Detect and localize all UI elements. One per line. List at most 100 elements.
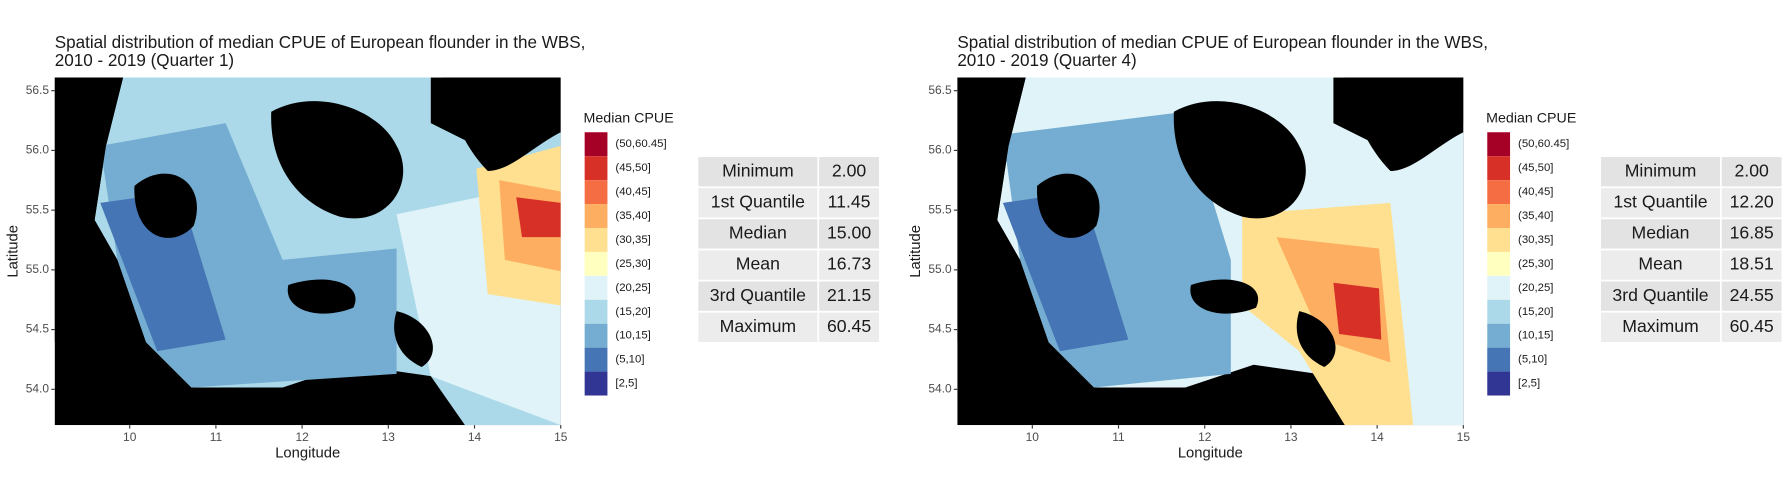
legend-label: (35,40] (1518, 210, 1553, 222)
y-tick-label: 54.0 (26, 381, 50, 395)
table-label: Median (1632, 223, 1690, 243)
legend-label: (45,50] (615, 162, 650, 174)
table-value: 60.45 (827, 316, 871, 336)
table-label: Mean (1638, 254, 1682, 274)
table-cell (1599, 279, 1722, 313)
legend-label: (40,45] (615, 186, 650, 198)
legend-label: (45,50] (1518, 162, 1553, 174)
x-tick-label: 14 (1370, 430, 1384, 444)
legend-swatch (584, 204, 608, 228)
table-value: 12.20 (1730, 192, 1774, 212)
table-cell (817, 186, 881, 220)
legend-label: (5,10] (615, 354, 644, 366)
table-value: 60.45 (1730, 316, 1774, 336)
legend-swatch (584, 347, 608, 372)
x-tick-label: 10 (123, 430, 137, 444)
table-cell (1599, 155, 1722, 189)
y-tick-label: 54.5 (928, 322, 952, 336)
table-cell (1599, 310, 1722, 344)
x-tick-label: 14 (468, 430, 482, 444)
table-cell (817, 248, 881, 282)
y-tick-label: 55.5 (928, 202, 952, 216)
x-tick-label: 12 (1198, 430, 1212, 444)
y-tick-label: 56.0 (26, 143, 50, 157)
table-value: 18.51 (1730, 254, 1774, 274)
legend-swatch (584, 156, 608, 181)
legend-label: [2,5] (1518, 378, 1540, 390)
table-cell (817, 310, 881, 344)
legend-label: (20,25] (615, 282, 650, 294)
legend-swatch (1487, 132, 1511, 157)
table-value: 15.00 (827, 223, 871, 243)
chart-title: Spatial distribution of median CPUE of E… (957, 33, 1488, 52)
y-tick-label: 55.0 (928, 262, 952, 276)
legend-swatch (1487, 323, 1511, 348)
table-cell (1720, 279, 1784, 313)
table-label: 3rd Quantile (710, 285, 806, 305)
legend-swatch (1487, 180, 1511, 205)
table-cell (1720, 217, 1784, 251)
table-value: 21.15 (827, 285, 871, 305)
x-tick-label: 11 (210, 430, 223, 444)
legend-label: (15,20] (615, 306, 650, 318)
table-label: Maximum (720, 316, 797, 336)
legend-swatch (1487, 156, 1511, 181)
legend-swatch (1487, 251, 1511, 276)
legend-swatch (1487, 347, 1511, 372)
chart-title: Spatial distribution of median CPUE of E… (55, 33, 586, 52)
legend-swatch (584, 132, 608, 157)
chart-title: 2010 - 2019 (Quarter 4) (957, 51, 1136, 70)
x-axis-title: Longitude (275, 446, 340, 462)
table-label: 1st Quantile (711, 192, 805, 212)
map-area (957, 77, 1464, 426)
table-value: 11.45 (828, 192, 871, 212)
legend-swatch (1487, 371, 1511, 396)
table-value: 16.85 (1730, 223, 1774, 243)
y-tick-label: 56.0 (928, 143, 952, 157)
table-cell (817, 217, 881, 251)
legend-title: Median CPUE (584, 110, 674, 126)
table-label: Median (729, 223, 787, 243)
table-label: Minimum (1625, 160, 1697, 180)
legend-label: (30,35] (615, 234, 650, 246)
legend-label: (10,15] (1518, 330, 1553, 342)
legend-swatch (584, 180, 608, 205)
legend-label: (20,25] (1518, 282, 1553, 294)
table-value: 16.73 (827, 254, 871, 274)
legend-label: (30,35] (1518, 234, 1553, 246)
legend-swatch (1487, 275, 1511, 300)
table-cell (1720, 248, 1784, 282)
legend-label: (35,40] (615, 210, 650, 222)
legend-label: (50,60.45] (615, 138, 666, 150)
y-tick-label: 55.5 (26, 202, 50, 216)
x-tick-label: 13 (382, 430, 396, 444)
y-tick-label: 54.5 (26, 322, 50, 336)
legend-swatch (1487, 204, 1511, 228)
legend-label: [2,5] (615, 378, 637, 390)
legend-label: (40,45] (1518, 186, 1553, 198)
legend-swatch (584, 371, 608, 396)
legend-swatch (584, 227, 608, 252)
x-tick-label: 10 (1026, 430, 1040, 444)
legend-swatch (1487, 299, 1511, 324)
y-axis-title: Latitude (908, 225, 924, 278)
x-axis-title: Longitude (1178, 446, 1243, 462)
legend-label: (50,60.45] (1518, 138, 1569, 150)
table-cell (1720, 186, 1784, 220)
legend-label: (25,30] (1518, 258, 1553, 270)
map-area (54, 77, 561, 426)
legend-swatch (584, 275, 608, 300)
y-tick-label: 56.5 (928, 83, 952, 97)
y-axis-title: Latitude (6, 225, 22, 278)
legend-swatch (584, 323, 608, 348)
table-label: 1st Quantile (1613, 192, 1707, 212)
chart-title: 2010 - 2019 (Quarter 1) (55, 51, 234, 70)
table-cell (817, 155, 881, 189)
table-label: Mean (736, 254, 780, 274)
legend-title: Median CPUE (1486, 110, 1576, 126)
y-tick-label: 56.5 (26, 83, 50, 97)
x-tick-label: 13 (1284, 430, 1298, 444)
table-value: 2.00 (832, 160, 867, 180)
x-tick-label: 15 (1457, 430, 1471, 444)
